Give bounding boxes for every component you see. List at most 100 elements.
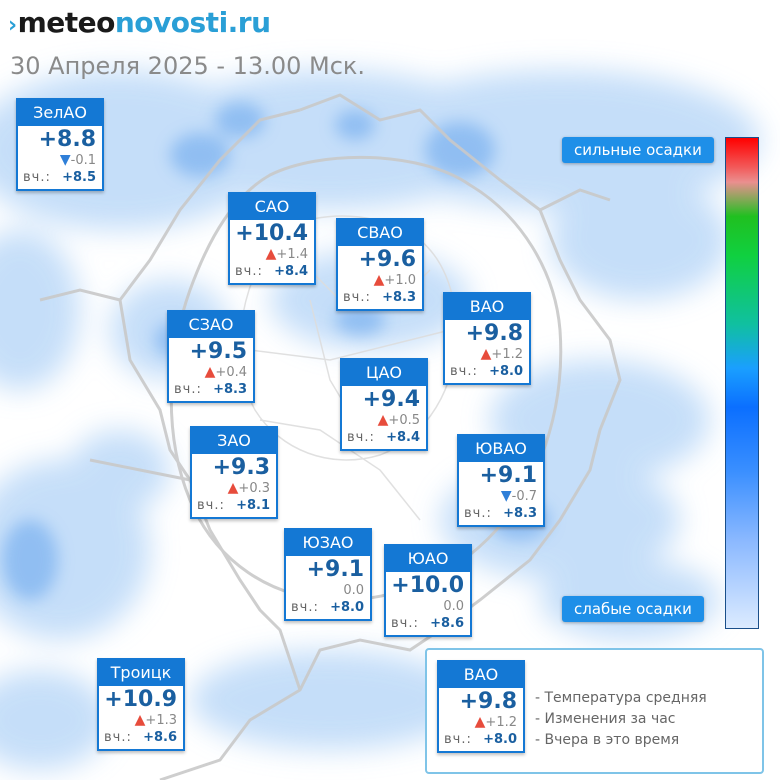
change-value: -0.1 <box>70 153 96 168</box>
change-value: +1.0 <box>384 273 416 288</box>
scale-top-label: сильные осадки <box>562 137 714 163</box>
district-hourly-change: ▲+1.2 <box>439 714 523 731</box>
district-temperature: +9.3 <box>212 455 270 480</box>
district-hourly-change: ▲+1.0 <box>338 272 422 289</box>
yesterday-value: +8.1 <box>236 498 270 513</box>
district-name: Троицк <box>99 660 183 686</box>
district-card[interactable]: СВАО +9.6 ▲+1.0 вч.: +8.3 <box>336 218 424 311</box>
legend-line-change: - Изменения за час <box>535 711 676 727</box>
district-name: ЮАО <box>386 546 470 572</box>
district-yesterday: вч.: +8.4 <box>230 263 314 283</box>
legend-line-temp: - Температура средняя <box>535 690 707 706</box>
district-temperature: +9.8 <box>465 321 523 346</box>
change-value: +1.2 <box>485 715 517 730</box>
yesterday-value: +8.3 <box>213 382 247 397</box>
yesterday-value: +8.6 <box>430 616 464 631</box>
district-name: ЗАО <box>192 428 276 454</box>
district-card[interactable]: Троицк +10.9 ▲+1.3 вч.: +8.6 <box>97 658 185 751</box>
scale-bottom-label: слабые осадки <box>562 596 704 622</box>
district-hourly-change: ▼-0.7 <box>459 488 543 505</box>
yesterday-label: вч.: <box>197 498 225 513</box>
district-temperature: +9.4 <box>362 387 420 412</box>
district-yesterday: вч.: +8.6 <box>386 615 470 635</box>
district-temperature: +9.5 <box>189 339 247 364</box>
district-card[interactable]: ЮАО +10.0 0.0 вч.: +8.6 <box>384 544 472 637</box>
district-card[interactable]: ЦАО +9.4 ▲+0.5 вч.: +8.4 <box>340 358 428 451</box>
district-name: ВАО <box>439 662 523 688</box>
triangle-up-icon: ▲ <box>227 480 239 496</box>
yesterday-value: +8.3 <box>382 290 416 305</box>
district-name: ВАО <box>445 294 529 320</box>
yesterday-value: +8.0 <box>489 364 523 379</box>
change-value: +0.3 <box>238 481 270 496</box>
logo-part2: novosti.ru <box>114 6 271 39</box>
yesterday-label: вч.: <box>444 732 472 747</box>
change-value: +0.4 <box>215 365 247 380</box>
yesterday-label: вч.: <box>235 264 263 279</box>
yesterday-value: +8.0 <box>483 732 517 747</box>
yesterday-label: вч.: <box>174 382 202 397</box>
legend-text: - Температура средняя - Изменения за час… <box>535 688 707 751</box>
district-temperature: +10.4 <box>235 221 308 246</box>
triangle-up-icon: ▲ <box>265 246 277 262</box>
district-yesterday: вч.: +8.0 <box>445 363 529 383</box>
change-value: +0.5 <box>388 413 420 428</box>
district-hourly-change: ▼-0.1 <box>18 152 102 169</box>
district-temperature: +9.8 <box>459 689 517 714</box>
district-temperature: +9.6 <box>358 247 416 272</box>
change-value: +1.3 <box>145 713 177 728</box>
district-name: САО <box>230 194 314 220</box>
district-yesterday: вч.: +8.3 <box>169 381 253 401</box>
district-temperature: +9.1 <box>306 557 364 582</box>
triangle-down-icon: ▼ <box>500 488 512 504</box>
logo-mark-icon: › <box>8 13 17 38</box>
change-value: +1.2 <box>491 347 523 362</box>
district-card[interactable]: СЗАО +9.5 ▲+0.4 вч.: +8.3 <box>167 310 255 403</box>
triangle-up-icon: ▲ <box>373 272 385 288</box>
district-hourly-change: ▲+0.3 <box>192 480 276 497</box>
date-time: 30 Апреля 2025 - 13.00 Мск. <box>10 52 366 80</box>
district-hourly-change: ▲+1.2 <box>445 346 529 363</box>
district-name: СЗАО <box>169 312 253 338</box>
triangle-down-icon: ▼ <box>59 152 71 168</box>
yesterday-value: +8.4 <box>274 264 308 279</box>
yesterday-value: +8.6 <box>143 730 177 745</box>
legend-line-yesterday: - Вчера в это время <box>535 732 680 748</box>
triangle-up-icon: ▲ <box>204 364 216 380</box>
yesterday-value: +8.0 <box>330 600 364 615</box>
district-card[interactable]: САО +10.4 ▲+1.4 вч.: +8.4 <box>228 192 316 285</box>
district-yesterday: вч.: +8.3 <box>338 289 422 309</box>
district-hourly-change: 0.0 <box>386 598 470 615</box>
district-hourly-change: ▲+1.4 <box>230 246 314 263</box>
triangle-up-icon: ▲ <box>377 412 389 428</box>
district-card[interactable]: ЮВАО +9.1 ▼-0.7 вч.: +8.3 <box>457 434 545 527</box>
district-yesterday: вч.: +8.5 <box>18 169 102 189</box>
district-name: ЗелАО <box>18 100 102 126</box>
district-card[interactable]: ЮЗАО +9.1 0.0 вч.: +8.0 <box>284 528 372 621</box>
district-card[interactable]: ЗАО +9.3 ▲+0.3 вч.: +8.1 <box>190 426 278 519</box>
district-temperature: +9.1 <box>479 463 537 488</box>
change-value: -0.7 <box>511 489 537 504</box>
district-yesterday: вч.: +8.6 <box>99 729 183 749</box>
district-card[interactable]: ЗелАО +8.8 ▼-0.1 вч.: +8.5 <box>16 98 104 191</box>
yesterday-value: +8.3 <box>503 506 537 521</box>
yesterday-label: вч.: <box>291 600 319 615</box>
district-yesterday: вч.: +8.0 <box>439 731 523 751</box>
district-yesterday: вч.: +8.0 <box>286 599 370 619</box>
district-name: ЮЗАО <box>286 530 370 556</box>
triangle-up-icon: ▲ <box>480 346 492 362</box>
yesterday-label: вч.: <box>104 730 132 745</box>
yesterday-label: вч.: <box>391 616 419 631</box>
district-hourly-change: ▲+0.5 <box>342 412 426 429</box>
district-temperature: +10.9 <box>104 687 177 712</box>
district-card[interactable]: ВАО +9.8 ▲+1.2 вч.: +8.0 <box>443 292 531 385</box>
logo-part1: meteo <box>17 6 116 39</box>
district-temperature: +8.8 <box>38 127 96 152</box>
change-value: +1.4 <box>276 247 308 262</box>
triangle-up-icon: ▲ <box>134 712 146 728</box>
triangle-up-icon: ▲ <box>474 714 486 730</box>
site-logo[interactable]: ›meteonovosti.ru <box>8 6 271 39</box>
district-yesterday: вч.: +8.3 <box>459 505 543 525</box>
legend-box: ВАО +9.8 ▲+1.2 вч.: +8.0 - Температура средн… <box>425 648 764 774</box>
yesterday-value: +8.5 <box>62 170 96 185</box>
